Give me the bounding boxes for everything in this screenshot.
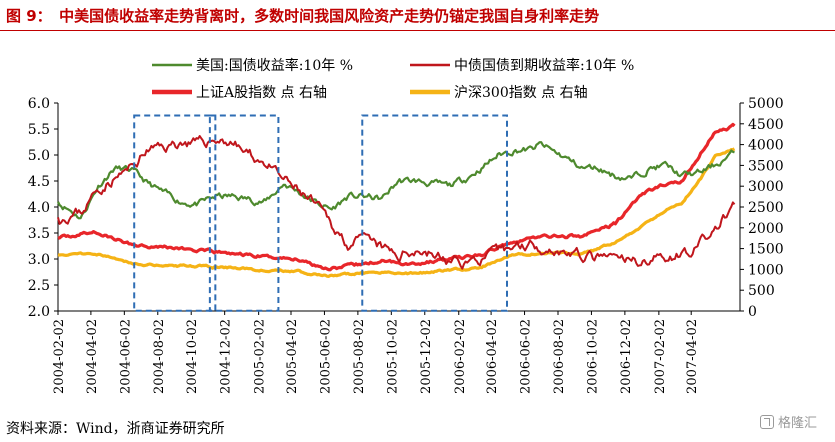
x-tick-label: 2005-06-02 — [318, 319, 333, 394]
left-tick-label: 4.0 — [28, 200, 50, 216]
x-tick-label: 2005-04-02 — [285, 319, 300, 394]
source-note: 资料来源：Wind，浙商证券研究所 — [6, 421, 225, 437]
left-tick-label: 3.5 — [28, 226, 50, 242]
x-tick-label: 2007-02-02 — [653, 319, 668, 394]
left-tick-label: 5.5 — [28, 122, 50, 138]
right-tick-label: 2000 — [748, 221, 784, 237]
watermark: 格隆汇 — [760, 412, 817, 431]
x-tick-label: 2004-06-02 — [118, 319, 133, 394]
left-tick-label: 4.5 — [28, 174, 50, 190]
x-tick-label: 2005-10-02 — [385, 319, 400, 394]
right-tick-label: 1000 — [748, 262, 784, 278]
x-tick-label: 2004-12-02 — [219, 319, 234, 394]
right-tick-label: 4500 — [748, 117, 784, 133]
chart-title: 图 9： 中美国债收益率走势背离时，多数时间我国风险资产走势仍锚定我国自身利率走… — [6, 7, 600, 25]
x-tick-label: 2006-04-02 — [485, 319, 500, 394]
title-bar: 图 9： 中美国债收益率走势背离时，多数时间我国风险资产走势仍锚定我国自身利率走… — [0, 0, 835, 31]
right-tick-label: 3500 — [748, 158, 784, 174]
left-tick-label: 5.0 — [28, 148, 50, 164]
x-tick-label: 2006-10-02 — [585, 319, 600, 394]
x-tick-label: 2005-02-02 — [253, 319, 268, 394]
right-tick-label: 1500 — [748, 242, 784, 258]
x-tick-label: 2005-08-02 — [352, 319, 367, 394]
highlight-box-1 — [133, 114, 217, 312]
legend-label-sse: 上证A股指数 点 右轴 — [196, 85, 327, 101]
x-tick-label: 2005-12-02 — [419, 319, 434, 394]
highlight-box-3 — [361, 114, 509, 312]
right-tick-label: 5000 — [748, 96, 784, 112]
series-line-csi300 — [57, 147, 736, 278]
highlight-box-2 — [208, 114, 280, 312]
legend-label-cn_yield: 中债国债到期收益率:10年 % — [454, 57, 634, 74]
series-line-us_yield — [57, 141, 735, 220]
x-tick-label: 2004-02-02 — [52, 319, 67, 394]
right-tick-label: 4000 — [748, 138, 784, 154]
left-tick-label: 3.0 — [28, 252, 50, 268]
left-tick-label: 2.5 — [28, 278, 50, 294]
right-tick-label: 0 — [748, 304, 757, 320]
x-tick-label: 2006-08-02 — [552, 319, 567, 394]
right-tick-label: 2500 — [748, 200, 784, 216]
x-tick-label: 2004-10-02 — [185, 319, 200, 394]
legend-label-csi300: 沪深300指数 点 右轴 — [454, 85, 588, 101]
x-tick-label: 2004-08-02 — [152, 319, 167, 394]
x-tick-label: 2004-04-02 — [85, 319, 100, 394]
left-tick-label: 6.0 — [28, 96, 50, 112]
right-tick-label: 3000 — [748, 179, 784, 195]
x-tick-label: 2006-06-02 — [519, 319, 534, 394]
logo-icon — [760, 414, 774, 429]
x-tick-label: 2006-12-02 — [619, 319, 634, 394]
series-line-cn_yield — [57, 135, 736, 270]
watermark-text: 格隆汇 — [778, 416, 818, 431]
x-tick-label: 2007-04-02 — [685, 319, 700, 394]
legend-label-us_yield: 美国:国债收益率:10年 % — [196, 57, 353, 74]
x-tick-label: 2006-02-02 — [453, 319, 468, 394]
series-line-sse — [57, 122, 736, 272]
right-tick-label: 500 — [748, 283, 775, 299]
left-tick-label: 2.0 — [28, 304, 50, 320]
